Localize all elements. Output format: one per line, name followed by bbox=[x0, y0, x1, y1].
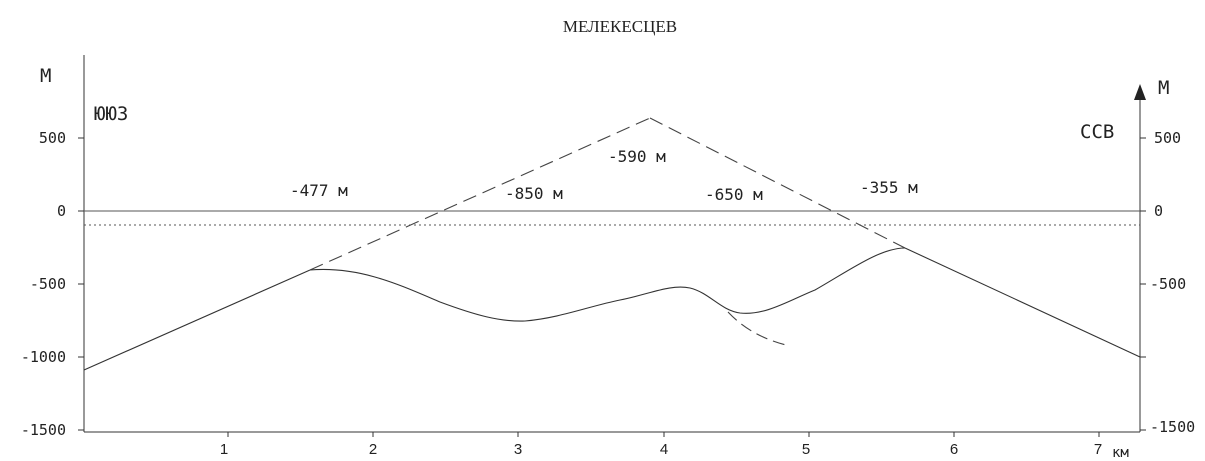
reconstructed-cone-right-dashed bbox=[649, 117, 906, 249]
right-axis-unit: М bbox=[1158, 77, 1169, 99]
crater-floor-profile bbox=[309, 247, 906, 322]
right-tick-label: -500 bbox=[1150, 275, 1186, 293]
left-flank-line bbox=[83, 269, 311, 371]
left-axis-tick-labels: 500 0 -500 -1000 -1500 bbox=[21, 129, 66, 439]
x-axis-ticks bbox=[227, 432, 1100, 437]
reconstructed-cone-left-dashed bbox=[309, 117, 651, 271]
right-tick-label: 500 bbox=[1154, 129, 1181, 147]
x-tick-label: 1 bbox=[220, 441, 228, 458]
right-tick-label: 0 bbox=[1154, 202, 1163, 220]
right-axis-ticks bbox=[1140, 137, 1146, 431]
x-tick-label: 3 bbox=[514, 441, 522, 458]
depth-label: -477 м bbox=[290, 181, 348, 200]
left-tick-label: 0 bbox=[57, 202, 66, 220]
right-tick-label: -1500 bbox=[1150, 418, 1195, 436]
depth-label: -355 м bbox=[860, 178, 918, 197]
depth-label: -850 м bbox=[505, 184, 563, 203]
x-tick-label: 6 bbox=[950, 441, 958, 458]
x-tick-label: 7 bbox=[1094, 441, 1102, 458]
left-axis-ticks bbox=[78, 137, 84, 431]
right-flank-line bbox=[904, 247, 1141, 358]
x-tick-label: 4 bbox=[660, 441, 668, 458]
right-axis-arrow-icon bbox=[1134, 84, 1146, 100]
diagram-title: МЕЛЕКЕСЦЕВ bbox=[563, 17, 677, 36]
x-tick-label: 5 bbox=[802, 441, 810, 458]
right-direction-label: ССВ bbox=[1080, 121, 1114, 143]
left-tick-label: 500 bbox=[39, 129, 66, 147]
left-axis-unit: М bbox=[40, 65, 51, 87]
depth-label: -590 м bbox=[608, 147, 666, 166]
x-axis-tick-labels: 1 2 3 4 5 6 7 bbox=[220, 441, 1102, 458]
left-tick-label: -1500 bbox=[21, 421, 66, 439]
left-tick-label: -1000 bbox=[21, 348, 66, 366]
subsurface-dashed-line bbox=[727, 311, 791, 347]
depth-label: -650 м bbox=[705, 185, 763, 204]
x-tick-label: 2 bbox=[369, 441, 377, 458]
depth-labels: -477 м -850 м -590 м -650 м -355 м bbox=[290, 147, 918, 204]
x-axis-unit: км bbox=[1112, 445, 1129, 461]
left-direction-label: ЮЮЗ bbox=[94, 103, 128, 125]
left-tick-label: -500 bbox=[30, 275, 66, 293]
right-axis-tick-labels: 500 0 -500 -1500 bbox=[1150, 129, 1195, 436]
